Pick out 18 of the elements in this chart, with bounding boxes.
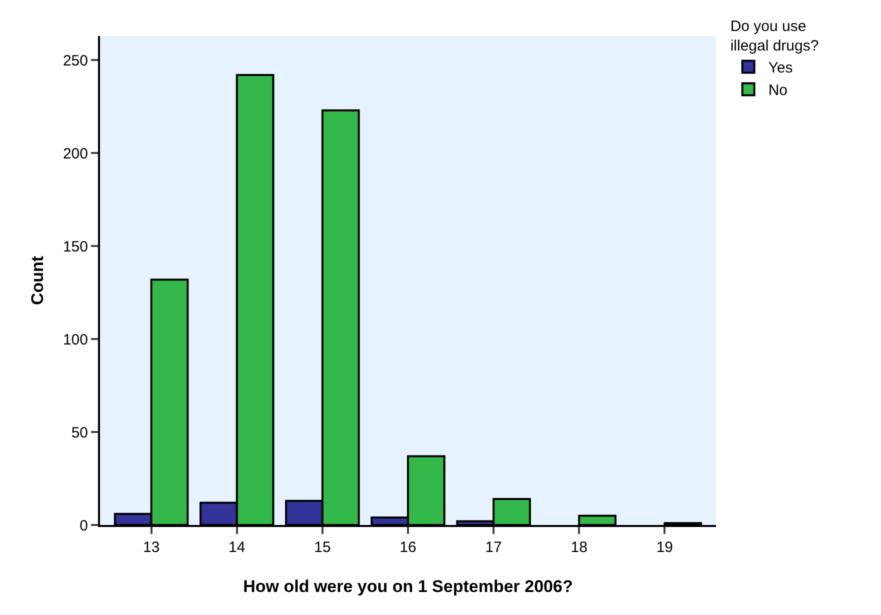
x-tick-label: 13 [142,539,160,556]
y-tick-label: 100 [62,331,88,348]
legend-title: Do you use illegal drugs? [730,18,819,55]
x-tick-label: 16 [400,539,416,556]
x-tick-label: 15 [314,539,331,556]
y-tick-label: 0 [80,517,88,534]
y-tick-label: 250 [62,52,88,70]
y-tick-label: 150 [62,238,88,256]
legend-label: Yes [768,60,793,77]
x-tick-label: 18 [570,539,588,556]
y-axis-title: Count [28,256,48,306]
y-tick-label: 200 [62,145,88,162]
y-tick-label: 50 [71,424,88,442]
x-axis-title: How old were you on 1 September 2006? [243,576,573,596]
x-tick-label: 19 [656,539,674,556]
legend-label: No [768,82,788,100]
x-tick-label: 14 [228,539,246,556]
x-tick-label: 17 [485,539,502,556]
